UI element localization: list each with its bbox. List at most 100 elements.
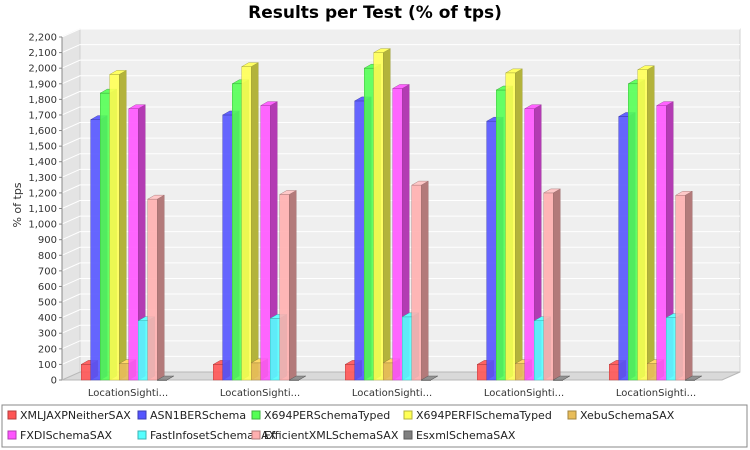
x-axis-ticks: LocationSighti... LocationSighti... Locati… [88, 388, 696, 399]
legend-label: EfficientXMLSchemaSAX [264, 429, 399, 442]
bar-front [618, 116, 629, 381]
bar-top [156, 375, 175, 381]
bar [146, 194, 166, 381]
x-tick-label: LocationSighti... [352, 388, 432, 399]
legend-item: ASN1BERSchema [137, 409, 246, 422]
y-tick-label: 300 [38, 329, 57, 340]
y-tick-label: 2,200 [28, 33, 57, 44]
bar-front [260, 105, 271, 381]
bar-front [402, 316, 412, 381]
bar-top [410, 180, 430, 186]
y-tick-label: 1,400 [28, 157, 57, 168]
bar-side [647, 65, 655, 381]
bar-front [383, 362, 393, 381]
bar-front [675, 194, 686, 381]
bar-top [655, 101, 675, 106]
y-tick-label: 500 [38, 298, 57, 309]
bar [674, 190, 694, 381]
legend-swatch [403, 430, 413, 440]
bar-top [523, 104, 543, 109]
bar [288, 375, 307, 381]
bar-front [496, 89, 506, 381]
bar-top [278, 190, 298, 195]
bar [542, 188, 562, 381]
bar-front [373, 52, 384, 381]
y-axis-ticks: 0 100 200 300 400 500 600 700 800 900 1,000 1,100 1,… [28, 33, 63, 387]
legend-label: X694PERSchemaTyped [264, 409, 390, 422]
legend-item: XMLJAXPNeitherSAX [7, 409, 131, 422]
bar [372, 48, 392, 381]
legend-item: EsxmlSchemaSAX [403, 429, 516, 442]
legend: XMLJAXPNeitherSAX ASN1BERSchema X694PERSch… [1, 404, 748, 448]
legend-label: XebuSchemaSAX [580, 409, 675, 422]
legend-item: X694PERFISchemaTyped [403, 409, 552, 422]
bar [523, 104, 543, 381]
bar-front [222, 114, 233, 381]
bar-top [127, 104, 147, 109]
bar-front [138, 320, 148, 381]
legend-label: XMLJAXPNeitherSAX [20, 409, 131, 422]
bar-top [146, 194, 166, 200]
legend-label: ASN1BERSchema [150, 409, 246, 422]
legend-box [1, 404, 748, 448]
y-tick-label: 1,800 [28, 95, 57, 106]
bar-front [656, 105, 667, 381]
bar-front [128, 108, 139, 381]
y-tick-label: 1,600 [28, 126, 57, 137]
legend-swatch [7, 430, 17, 440]
bar-front [100, 92, 110, 381]
legend-item: FXDISchemaSAX [7, 429, 113, 442]
bar-side [289, 190, 297, 381]
legend-label: FXDISchemaSAX [20, 429, 113, 442]
bar-side [383, 48, 391, 381]
gridline [61, 59, 740, 69]
x-tick-label: LocationSighti... [484, 388, 564, 399]
bar-front [505, 72, 516, 381]
bar-side [251, 62, 259, 381]
bar [504, 68, 524, 381]
bar-front [270, 318, 280, 381]
y-tick-label: 1,200 [28, 188, 57, 199]
legend-swatch [137, 410, 147, 420]
bar-front [241, 66, 252, 381]
bar-front [647, 363, 657, 381]
y-tick-label: 800 [38, 251, 57, 262]
bar [240, 62, 260, 381]
bar-top [504, 68, 524, 74]
bar-side [421, 180, 429, 381]
bar-front [392, 88, 403, 381]
bar-front [147, 198, 158, 381]
y-tick-label: 2,000 [28, 64, 57, 75]
legend-item: XebuSchemaSAX [567, 409, 675, 422]
bar-side [685, 190, 693, 381]
bar [156, 375, 175, 381]
x-tick-label: LocationSighti... [88, 388, 168, 399]
bar-top [391, 84, 411, 89]
y-tick-label: 600 [38, 282, 57, 293]
legend-label: FastInfosetSchemaSAX [150, 429, 277, 442]
x-tick-label: LocationSighti... [616, 388, 696, 399]
bar [259, 101, 279, 381]
bar-front [524, 108, 535, 381]
legend-item: FastInfosetSchemaSAX [137, 429, 277, 442]
bar-front [364, 67, 374, 381]
gridline [61, 28, 740, 38]
bar [420, 375, 439, 381]
bar-front [486, 120, 497, 381]
y-tick-label: 1,000 [28, 220, 57, 231]
bar-side [553, 188, 561, 381]
chart-title: Results per Test (% of tps) [248, 3, 502, 23]
bar-front [628, 83, 638, 381]
bars [80, 48, 703, 381]
bar-top [288, 375, 307, 381]
y-tick-label: 1,900 [28, 79, 57, 90]
legend-swatch [403, 410, 413, 420]
y-axis-label: % of tps [11, 182, 24, 227]
bar [108, 70, 128, 381]
bar-front [251, 362, 261, 381]
bar-front [109, 74, 120, 381]
bar [410, 180, 430, 381]
legend-item: X694PERSchemaTyped [251, 409, 390, 422]
y-tick-label: 2,100 [28, 48, 57, 59]
